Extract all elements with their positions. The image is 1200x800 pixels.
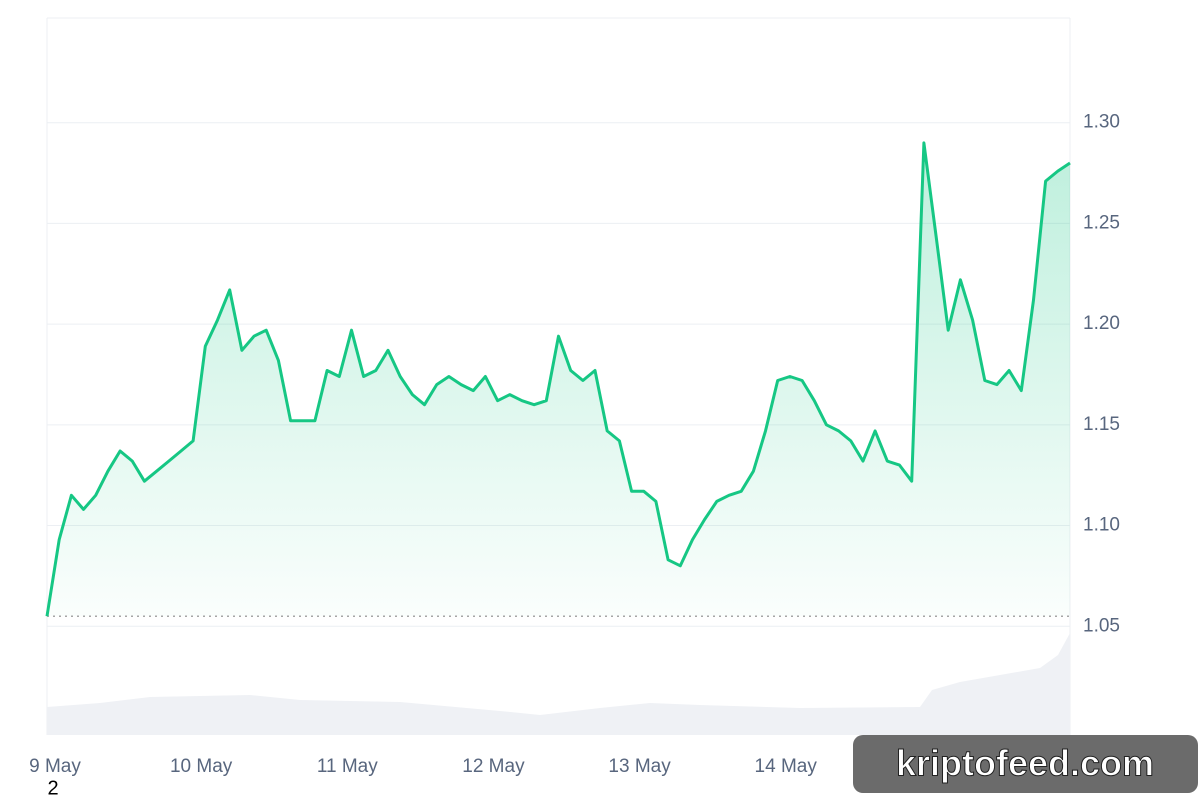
x-tick-label: 14 May [755,756,818,777]
watermark: kriptofeed.com [896,743,1154,784]
y-tick-label: 1.10 [1083,515,1120,536]
price-line [45,141,1071,617]
page-marker: 2 [47,777,58,799]
y-tick-label: 1.20 [1083,313,1120,334]
plot: 1.05 1.10 1.15 1.20 1.25 1.30 9 May 10 May 11 Ma… [29,112,1120,777]
y-tick-label: 1.25 [1083,212,1120,233]
x-tick-label: 9 May [29,756,81,777]
price-area [47,142,1070,617]
x-tick-label: 11 May [317,756,378,777]
x-tick-label: 10 May [170,756,233,777]
x-tick-label: 13 May [608,756,671,777]
watermark-box [853,735,1198,793]
y-tick-label: 1.15 [1083,414,1120,435]
x-tick-label: 12 May [462,756,525,777]
y-tick-label: 1.30 [1083,112,1120,133]
volume-area [47,633,1070,735]
y-tick-label: 1.05 [1083,615,1120,636]
